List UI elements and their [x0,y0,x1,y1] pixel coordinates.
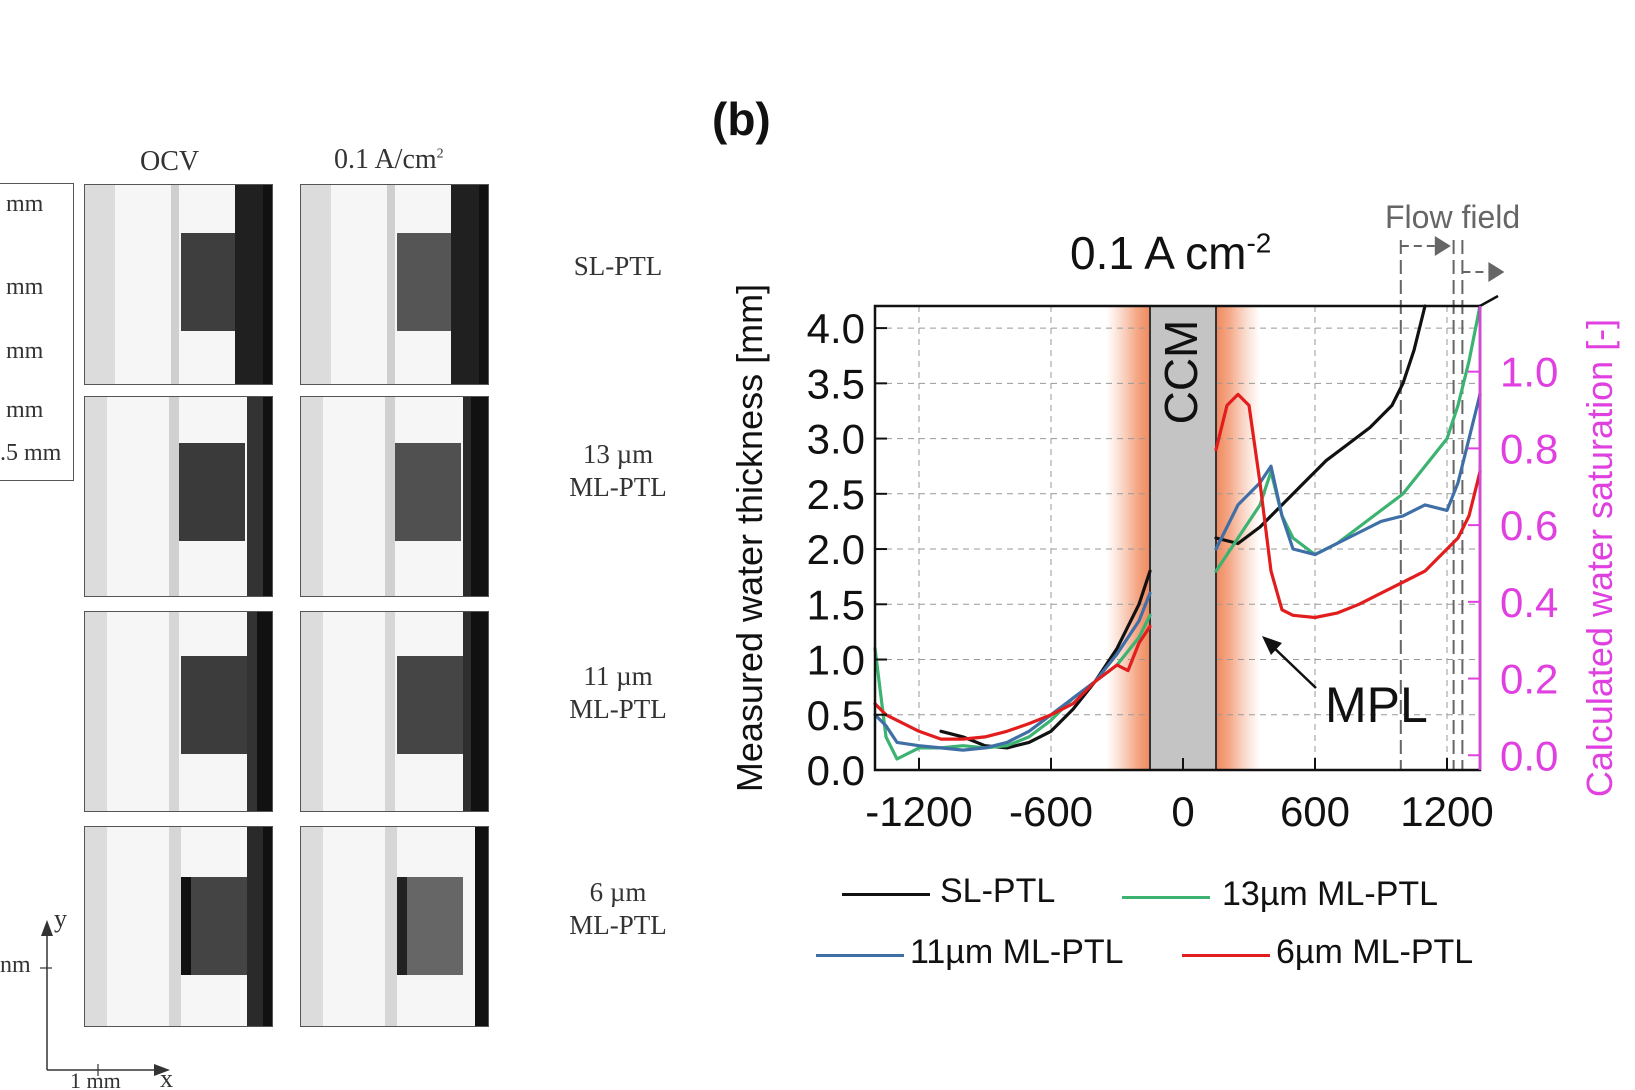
row-label-line: ML-PTL [569,472,667,502]
axis-x-scale: 1 mm [70,1068,121,1090]
chart-title: 0.1 A cm-2 [1070,226,1271,280]
y-tick-label: 0.0 [807,747,865,794]
radiograph-6um-current [300,826,489,1027]
chart-title-text: 0.1 A cm [1070,227,1247,279]
flow-field-arrowhead [1434,236,1451,256]
y2-tick-label: 1.0 [1500,349,1558,396]
row-label-line: SL-PTL [573,251,663,281]
y-tick-label: 4.0 [807,305,865,352]
scale-label: mm [6,191,44,217]
y-tick-label: 0.5 [807,692,865,739]
row-label-line: 11 µm [583,661,653,691]
axis-x-label: x [160,1064,173,1090]
legend-label-13um: 13µm ML-PTL [1222,875,1439,913]
series-line-3-left [873,591,1152,752]
y-tick-label: 2.0 [807,526,865,573]
radiograph-13um-ocv [84,396,273,597]
radiograph-sl-ocv [84,184,273,385]
column-header-current-sup: 2 [436,146,444,162]
y2-axis-title: Calculated water saturation [-] [1579,319,1620,797]
series-line-1-right [1214,304,1427,546]
radiograph-6um-ocv [84,826,273,1027]
y-tick-label: 3.0 [807,416,865,463]
row-label-line: 13 µm [582,439,654,469]
row-label-13um: 13 µm ML-PTL [548,438,688,504]
series-line-2-right [1214,304,1482,573]
plot-frame-corner [1479,294,1499,308]
row-label-line: ML-PTL [569,910,667,940]
series-line-4-right [1214,392,1482,620]
legend-label-sl: SL-PTL [940,872,1056,910]
column-header-current: 0.1 A/cm2 [334,144,444,176]
y-tick-label: 3.5 [807,360,865,407]
x-tick-label: -600 [1009,788,1093,835]
legend-line-11um [816,954,904,957]
y2-tick-label: 0.8 [1500,425,1558,472]
x-tick-label: 1200 [1400,788,1493,835]
flow-field-label: Flow field [1385,199,1520,235]
column-header-current-text: 0.1 A/cm [334,144,437,175]
scale-label: mm [6,338,44,364]
y2-tick-label: 0.2 [1500,656,1558,703]
mpl-region [1106,306,1150,770]
panel-label-b: (b) [712,93,771,145]
y-tick-label: 1.0 [807,637,865,684]
radiograph-13um-current [300,396,489,597]
chart-title-sup: -2 [1246,227,1272,259]
axis-y-unit: nm [0,952,31,978]
legend-line-sl [842,893,930,896]
scale-legend-box [0,183,74,481]
ccm-label: CCM [1155,320,1207,425]
series-line-3-right [1214,392,1482,557]
x-tick-label: 0 [1171,788,1194,835]
ccm-region [1149,305,1217,771]
row-label-line: ML-PTL [569,694,667,724]
row-label-6um: 6 µm ML-PTL [548,876,688,942]
mpl-label: MPL [1325,677,1428,733]
radiograph-sl-current [300,184,489,385]
legend-label-6um: 6µm ML-PTL [1276,933,1474,971]
x-tick-label: 600 [1280,788,1350,835]
scale-label: .5 mm [0,440,62,466]
mpl-arrow [1269,643,1317,689]
mpl-arrowhead [1262,636,1282,655]
y2-tick-label: 0.0 [1500,732,1558,779]
y-tick-label: 1.5 [807,581,865,628]
radiograph-11um-ocv [84,611,273,812]
xy-axes-indicator [40,920,170,1076]
y2-tick-label: 0.4 [1500,579,1558,626]
legend-line-13um [1122,896,1210,899]
row-label-sl: SL-PTL [548,250,688,283]
y2-tick-label: 0.6 [1500,502,1558,549]
legend-line-6um [1182,954,1270,957]
legend-label-11um: 11µm ML-PTL [910,933,1124,971]
column-header-ocv: OCV [140,146,200,177]
axis-y-label: y [54,904,67,933]
y-tick-label: 2.5 [807,471,865,518]
row-label-line: 6 µm [589,877,647,907]
series-line-4-left [873,624,1152,741]
radiograph-11um-current [300,611,489,812]
row-label-11um: 11 µm ML-PTL [548,660,688,726]
scale-label: mm [6,274,44,300]
x-tick-label: -1200 [865,788,972,835]
scale-label: mm [6,397,44,423]
flow-field-arrowhead [1488,262,1505,282]
y-axis-title: Measured water thickness [mm] [729,284,770,792]
series-line-1-left [939,569,1152,750]
